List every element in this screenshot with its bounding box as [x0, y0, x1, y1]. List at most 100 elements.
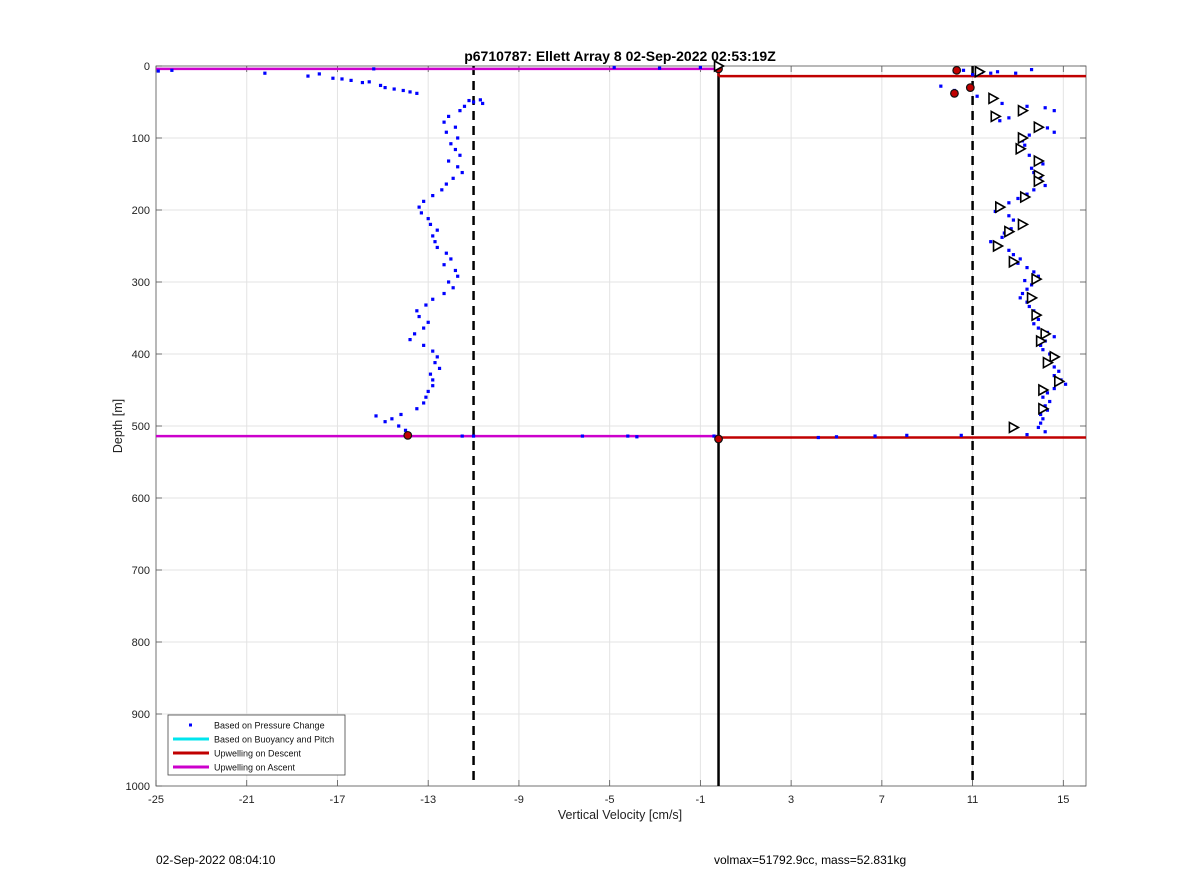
velocity-triangle-marker: [1015, 142, 1027, 156]
velocity-triangle-marker: [1033, 120, 1046, 134]
pressure-change-point: [426, 320, 430, 324]
pressure-change-point: [444, 130, 448, 134]
pressure-change-point: [1043, 106, 1047, 110]
pressure-change-point: [989, 240, 993, 244]
pressure-change-point: [426, 217, 430, 221]
pressure-change-point: [905, 433, 909, 437]
pressure-change-point: [367, 80, 371, 84]
pressure-change-point: [442, 120, 446, 124]
pressure-change-point: [1023, 143, 1027, 147]
pressure-change-point: [1043, 404, 1047, 408]
pressure-change-point: [462, 104, 467, 108]
pressure-change-point: [1039, 421, 1043, 425]
legend-entry-label: Upwelling on Ascent: [214, 763, 296, 773]
pressure-change-point: [263, 71, 267, 75]
pressure-change-point: [408, 90, 412, 94]
pressure-change-point: [1016, 261, 1020, 265]
upwelling-marker: [714, 434, 723, 444]
pressure-change-point: [975, 94, 979, 98]
pressure-change-point: [433, 240, 437, 244]
velocity-triangle-marker: [1049, 350, 1061, 364]
pressure-change-point: [431, 349, 435, 353]
pressure-change-point: [612, 65, 616, 70]
pressure-change-point: [1052, 386, 1056, 391]
pressure-change-point: [1036, 274, 1040, 278]
x-tick-label: -1: [695, 794, 705, 806]
upwelling-marker: [952, 65, 962, 75]
legend-entry-label: Based on Buoyancy and Pitch: [214, 735, 334, 745]
velocity-triangle-marker: [1040, 327, 1052, 341]
pressure-change-point: [1011, 218, 1016, 222]
tick-labels: -25 -21 -17 -13 -9 -5 -1 3 7 11 150100200300400500…: [126, 61, 1070, 806]
pressure-change-point: [458, 109, 462, 113]
x-tick-label: -9: [514, 794, 524, 806]
pressure-change-point: [1018, 296, 1022, 300]
pressure-change-point: [392, 87, 396, 91]
pressure-change-point: [417, 314, 421, 319]
y-tick-label: 500: [132, 421, 150, 433]
pressure-change-point: [428, 222, 433, 226]
pressure-change-point: [1045, 391, 1050, 395]
pressure-change-point: [1007, 116, 1011, 120]
pressure-change-point: [1032, 270, 1036, 274]
pressure-change-point: [460, 170, 464, 175]
pressure-change-point: [1041, 395, 1045, 399]
pressure-change-point: [1000, 235, 1004, 239]
x-tick-label: 11: [967, 794, 978, 806]
pressure-change-point: [1025, 433, 1029, 437]
pressure-change-point: [419, 211, 423, 215]
pressure-change-point: [998, 119, 1002, 123]
velocity-triangle-marker: [1019, 190, 1032, 204]
pressure-change-point: [471, 434, 476, 438]
pressure-change-point: [873, 434, 877, 438]
x-tick-label: -5: [605, 794, 615, 806]
upwelling-marker: [403, 430, 413, 440]
pressure-change-point: [422, 199, 426, 203]
pressure-change-point: [422, 343, 426, 347]
pressure-change-point: [422, 326, 426, 330]
y-tick-label: 700: [132, 565, 150, 577]
velocity-triangle-marker: [1017, 218, 1030, 231]
pressure-change-point: [1018, 257, 1022, 261]
pressure-change-point: [1063, 382, 1068, 386]
x-tick-label: -17: [330, 794, 346, 806]
legend-swatch-points: [189, 723, 192, 727]
pressure-change-point: [431, 194, 435, 198]
pressure-change-point: [989, 71, 993, 75]
pressure-change-point: [1027, 304, 1031, 309]
pressure-change-point: [1007, 201, 1011, 205]
pressure-change-point: [1009, 227, 1013, 231]
pressure-change-point: [471, 100, 476, 104]
pressure-change-point: [453, 147, 458, 152]
pressure-change-point: [580, 434, 585, 438]
pressure-change-point: [1052, 109, 1056, 113]
pressure-change-point: [444, 182, 448, 186]
pressure-change-point: [431, 384, 435, 388]
pressure-change-point: [939, 84, 943, 88]
velocity-triangle-marker: [1004, 225, 1016, 238]
pressure-change-point: [1045, 126, 1050, 130]
pressure-change-point: [451, 286, 455, 290]
pressure-change-point: [156, 69, 160, 73]
pressure-change-point: [456, 165, 460, 169]
x-tick-label: 7: [879, 794, 885, 806]
pressure-change-point: [437, 366, 442, 370]
y-tick-label: 600: [132, 493, 150, 505]
x-tick-label: -21: [239, 794, 255, 806]
pressure-change-point: [415, 309, 419, 313]
pressure-change-point: [698, 65, 702, 70]
pressure-change-point: [626, 434, 630, 438]
pressure-change-point: [349, 78, 353, 82]
pressure-change-point: [453, 125, 458, 129]
pressure-change-point: [635, 435, 639, 439]
pressure-change-point: [1025, 266, 1029, 270]
velocity-triangle-marker: [1038, 402, 1050, 416]
pressure-change-point: [378, 83, 383, 88]
velocity-triangle-marker: [992, 239, 1005, 253]
pressure-change-point: [408, 338, 412, 342]
pressure-change-point: [412, 332, 417, 336]
pressure-change-point: [1045, 408, 1050, 412]
pressure-change-point: [1016, 196, 1020, 201]
x-tick-label: -25: [148, 794, 164, 806]
pressure-change-point: [399, 412, 403, 417]
